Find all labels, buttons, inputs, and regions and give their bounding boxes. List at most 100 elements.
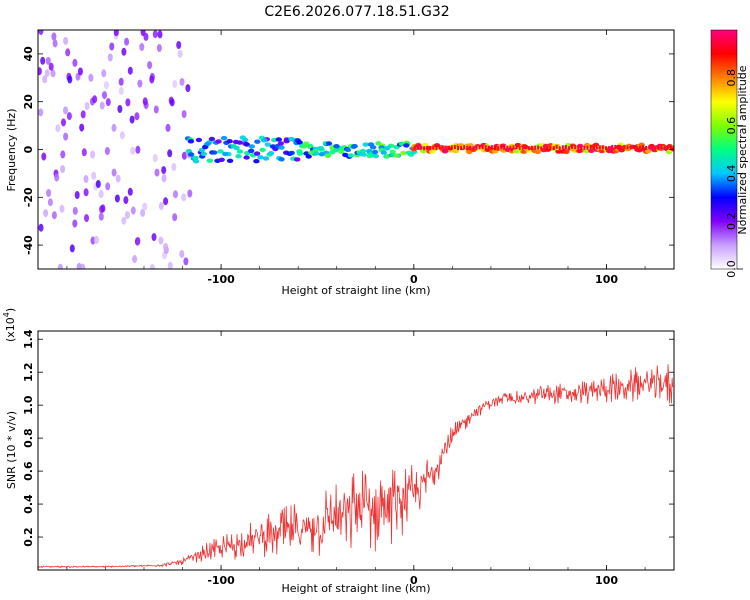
spectrogram-cell (218, 157, 225, 162)
spectrogram-cell (139, 43, 145, 51)
spectrogram-cell (137, 79, 143, 88)
spectrogram-ridge-cell (503, 145, 506, 150)
spectrogram-ridge-cell (571, 144, 574, 149)
spectrogram-cell (47, 198, 53, 207)
spectrogram-cell (98, 212, 104, 221)
spectrogram-cell (72, 206, 78, 215)
spectrogram-cell (113, 30, 119, 37)
spectrogram-cell (313, 151, 320, 156)
spectrogram-ridge-cell (601, 145, 604, 150)
spectrogram-ridge-cell (543, 145, 546, 150)
spectrogram-ridge-cell (438, 145, 441, 150)
spectrogram-ytick-label: -20 (22, 187, 35, 207)
figure-title: C2E6.2026.077.18.51.G32 (264, 4, 449, 20)
spectrogram-ridge-cell (651, 146, 654, 151)
spectrogram-cell (98, 190, 104, 199)
spectrogram-ridge-cell (589, 144, 592, 149)
spectrogram-cell (294, 157, 301, 162)
spectrogram-xtick-label: 100 (595, 273, 618, 286)
spectrogram-ridge-cell (484, 145, 487, 150)
spectrogram-cell (344, 147, 352, 153)
snr-ylabel: SNR (10 * v/v) (5, 411, 18, 489)
colorbar: 0.0 0.2 0.4 0.6 0.8 Normalized spectral ampl… (710, 29, 749, 278)
spectrogram-ridge-cell (626, 145, 629, 150)
spectrogram-cell (248, 148, 255, 154)
spectrogram-ridge-cell (444, 145, 447, 150)
spectrogram-cell (389, 149, 396, 154)
spectrogram-cell (83, 188, 89, 197)
spectrogram-cell (59, 204, 65, 213)
spectrogram-cell (130, 146, 136, 155)
spectrogram-ridge-cell (645, 146, 648, 150)
spectrogram-cell (158, 202, 164, 211)
spectrogram-cell (142, 97, 148, 106)
snr-ytick-label: 1.4 (22, 329, 35, 349)
spectrogram-ridge-cell (669, 145, 672, 150)
spectrogram-ridge-cell (614, 144, 617, 149)
spectrogram-cell (400, 150, 407, 156)
spectrogram-ridge-cell (598, 145, 601, 150)
spectrogram-ridge-cell (469, 145, 472, 150)
spectrogram-cell (165, 123, 171, 132)
snr-xlabel: Height of straight line (km) (281, 582, 430, 595)
spectrogram-ridge-cell (558, 146, 561, 151)
spectrogram-ridge-cell (506, 146, 509, 151)
spectrogram-cell (124, 37, 130, 46)
spectrogram-ridge-cell (648, 145, 651, 150)
spectrogram-cell (222, 151, 229, 157)
spectrogram-cell (80, 263, 86, 269)
snr-xtick-label: -100 (207, 574, 235, 587)
spectrogram-cell (200, 151, 207, 157)
spectrogram-cell (158, 236, 164, 245)
spectrogram-cell (48, 62, 54, 71)
spectrogram-ridge-cell (611, 144, 614, 149)
spectrogram-ridge-cell (586, 145, 589, 150)
spectrogram-ridge-cell (497, 146, 500, 151)
snr-series-line (38, 364, 674, 569)
spectrogram-cell (534, 149, 541, 155)
spectrogram-ridge-cell (546, 146, 549, 151)
spectrogram-cell (267, 151, 275, 156)
spectrogram-cell (283, 139, 290, 144)
spectrogram-cell (149, 264, 155, 269)
spectrogram-cell (140, 208, 146, 217)
spectrogram-ytick-label: 40 (22, 46, 35, 62)
spectrogram-cell (105, 182, 111, 191)
spectrogram-cell (118, 77, 124, 86)
spectrogram-cell (171, 163, 177, 171)
svg-text:(x104): (x104) (2, 308, 17, 342)
spectrogram-cell (235, 154, 242, 159)
spectrogram-ytick-label: 0 (22, 145, 35, 153)
snr-ytick-label: 0.4 (22, 494, 35, 514)
spectrogram-ridge-cell (494, 146, 496, 151)
spectrogram-ridge-cell (583, 145, 586, 150)
spectrogram-cell (151, 233, 157, 242)
spectrogram-cell (277, 141, 284, 146)
spectrogram-cell (100, 204, 106, 213)
spectrogram-ridge-cell (457, 146, 459, 151)
spectrogram-cell (40, 56, 46, 65)
spectrogram-cell (362, 142, 369, 147)
spectrogram-cell (127, 187, 133, 196)
spectrogram-cell (123, 196, 129, 205)
spectrogram-cell (563, 149, 570, 154)
snr-ytick-label: 0.6 (22, 461, 35, 481)
spectrogram-ridge-cell (608, 146, 611, 151)
spectrogram-cell (393, 153, 400, 158)
spectrogram-cell (60, 150, 66, 159)
spectrogram-ridge-cell (660, 144, 663, 149)
spectrogram-cell (157, 30, 163, 39)
spectrogram-ridge-cell (460, 146, 463, 151)
spectrogram-cell (230, 144, 237, 149)
spectrogram-cell (360, 152, 367, 157)
spectrogram-ridge-cell (580, 146, 583, 151)
spectrogram-cell (208, 136, 216, 142)
spectrogram-cell (135, 145, 141, 154)
spectrogram-ridge-cell (564, 145, 567, 149)
spectrogram-cell (429, 149, 436, 154)
spectrogram-cell (183, 257, 189, 266)
spectrogram-cell (143, 32, 149, 41)
spectrogram-cell (181, 193, 187, 202)
snr-frame (37, 330, 675, 571)
spectrogram-cell (93, 235, 99, 244)
